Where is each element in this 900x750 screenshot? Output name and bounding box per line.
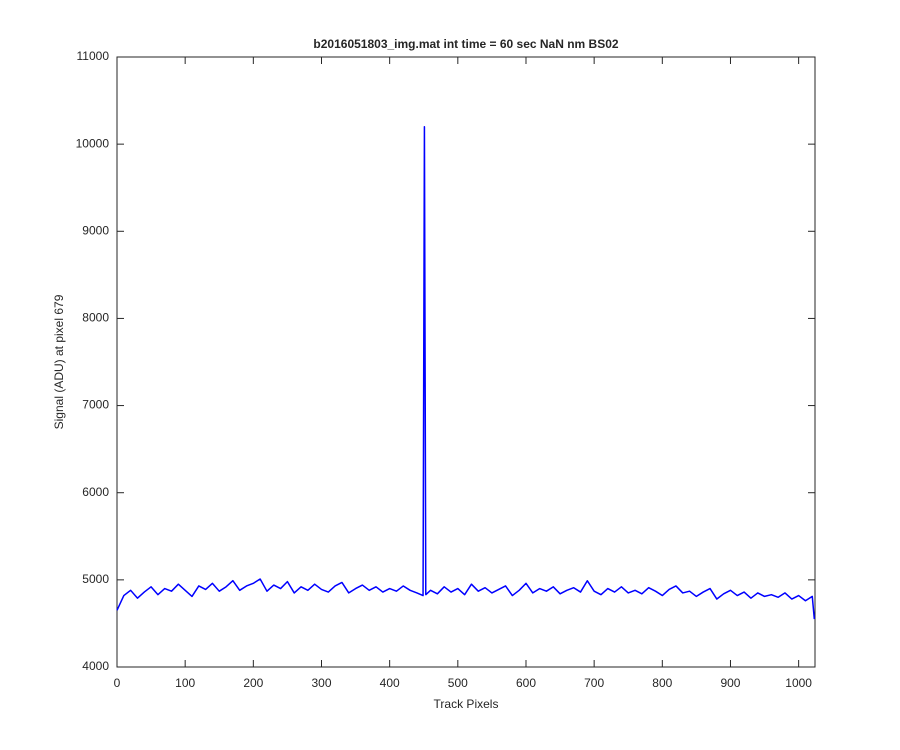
x-axis-label: Track Pixels	[434, 697, 499, 711]
x-tick-label: 400	[380, 676, 400, 690]
x-tick-label: 800	[652, 676, 672, 690]
data-line	[116, 125, 816, 620]
y-tick-label: 8000	[82, 311, 109, 325]
y-tick-label: 7000	[82, 398, 109, 412]
x-tick-label: 500	[448, 676, 468, 690]
x-tick-label: 0	[114, 676, 121, 690]
y-tick-label: 10000	[76, 136, 110, 150]
y-tick-label: 11000	[77, 49, 110, 63]
x-tick-label: 700	[584, 676, 604, 690]
y-tick-label: 9000	[82, 223, 109, 237]
x-tick-label: 200	[243, 676, 263, 690]
y-tick-label: 5000	[82, 572, 109, 586]
x-tick-label: 600	[516, 676, 536, 690]
x-tick-label: 100	[175, 676, 195, 690]
axes-box	[116, 56, 816, 668]
y-axis-label: Signal (ADU) at pixel 679	[52, 294, 66, 429]
y-tick-label: 6000	[82, 485, 109, 499]
y-tick-label: 4000	[82, 659, 109, 673]
x-tick-label: 1000	[785, 676, 812, 690]
chart-title: b2016051803_img.mat int time = 60 sec Na…	[313, 37, 618, 51]
x-tick-label: 300	[311, 676, 331, 690]
x-tick-label: 900	[720, 676, 740, 690]
